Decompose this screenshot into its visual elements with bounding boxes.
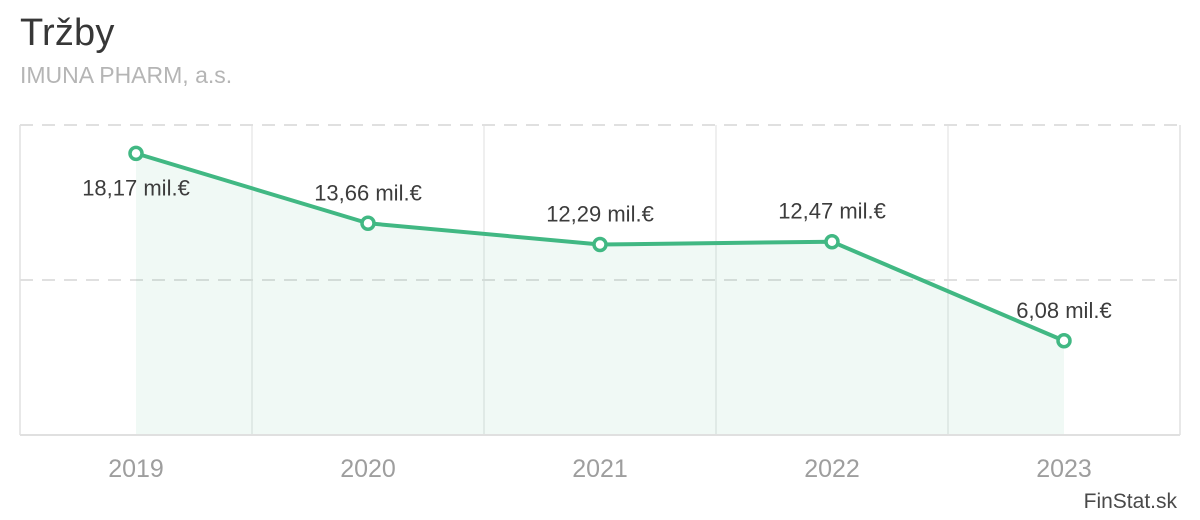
data-point-marker[interactable] xyxy=(128,145,144,162)
gridlines-layer xyxy=(19,124,1181,435)
data-point-label: 12,29 mil.€ xyxy=(546,202,654,227)
data-point-marker[interactable] xyxy=(360,215,376,232)
x-axis-labels-layer: 2019 2020 2021 2022 2023 xyxy=(108,455,1092,483)
x-axis-year-label: 2021 xyxy=(572,455,628,483)
chart-subtitle: IMUNA PHARM, a.s. xyxy=(20,62,233,88)
data-labels-layer: 18,17 mil.€ 13,66 mil.€ 12,29 mil.€ 12,47 m… xyxy=(82,175,1112,322)
data-point-label: 13,66 mil.€ xyxy=(314,180,422,205)
chart-title: Tržby xyxy=(20,12,115,54)
data-point-marker[interactable] xyxy=(592,236,608,253)
x-axis-year-label: 2019 xyxy=(108,455,164,483)
finstat-watermark: FinStat.sk xyxy=(1083,490,1177,513)
data-point-label: 6,08 mil.€ xyxy=(1016,298,1111,323)
x-axis-year-label: 2023 xyxy=(1036,455,1092,483)
data-points-layer xyxy=(128,145,1072,349)
data-point-marker[interactable] xyxy=(1056,333,1072,349)
data-point-label: 12,47 mil.€ xyxy=(778,199,886,224)
data-point-label: 18,17 mil.€ xyxy=(82,175,190,200)
x-axis-year-label: 2020 xyxy=(340,455,396,483)
data-point-marker[interactable] xyxy=(824,233,840,250)
x-axis-year-label: 2022 xyxy=(804,455,860,483)
